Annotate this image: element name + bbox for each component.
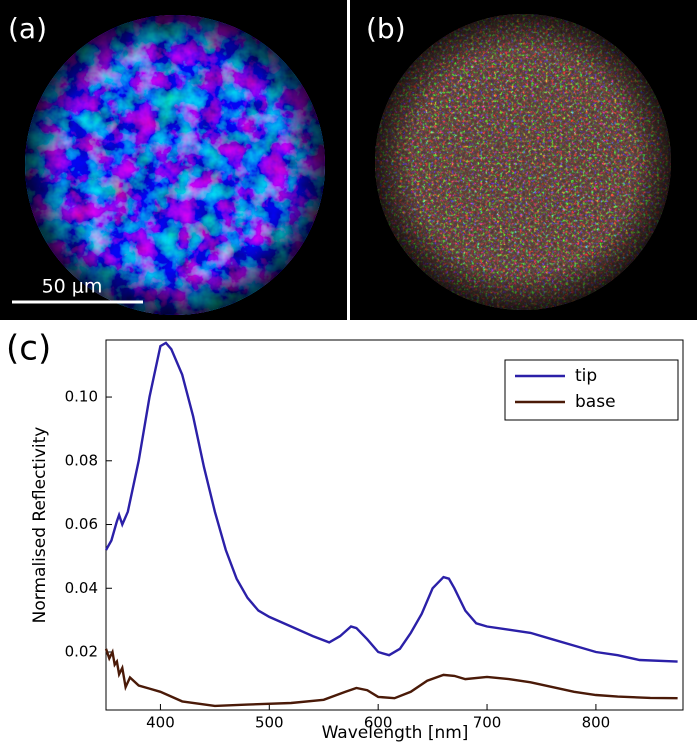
y-tick-label: 0.08 xyxy=(65,451,98,469)
x-tick-label: 700 xyxy=(473,714,502,732)
y-tick-label: 0.06 xyxy=(65,515,98,533)
scale-bar-label: 50 μm xyxy=(42,276,103,298)
legend xyxy=(504,359,679,421)
y-tick-label: 0.10 xyxy=(65,388,98,406)
panel-label: (b) xyxy=(366,12,406,45)
panel-label: (a) xyxy=(8,12,47,45)
panel-label: (c) xyxy=(6,329,51,369)
x-axis-label: Wavelength [nm] xyxy=(322,723,469,743)
y-tick-label: 0.02 xyxy=(65,642,98,660)
x-tick-label: 500 xyxy=(255,714,284,732)
sample-b xyxy=(375,14,671,310)
x-tick-label: 800 xyxy=(582,714,611,732)
legend-label: base xyxy=(575,392,616,412)
x-tick-label: 400 xyxy=(146,714,175,732)
line-series xyxy=(104,648,678,708)
legend-label: tip xyxy=(575,366,597,386)
y-tick-label: 0.04 xyxy=(65,579,98,597)
sample-a xyxy=(25,15,325,315)
line-series xyxy=(104,341,678,663)
y-axis-label: Normalised Reflectivity xyxy=(30,427,50,624)
x-tick-label: 600 xyxy=(364,714,393,732)
